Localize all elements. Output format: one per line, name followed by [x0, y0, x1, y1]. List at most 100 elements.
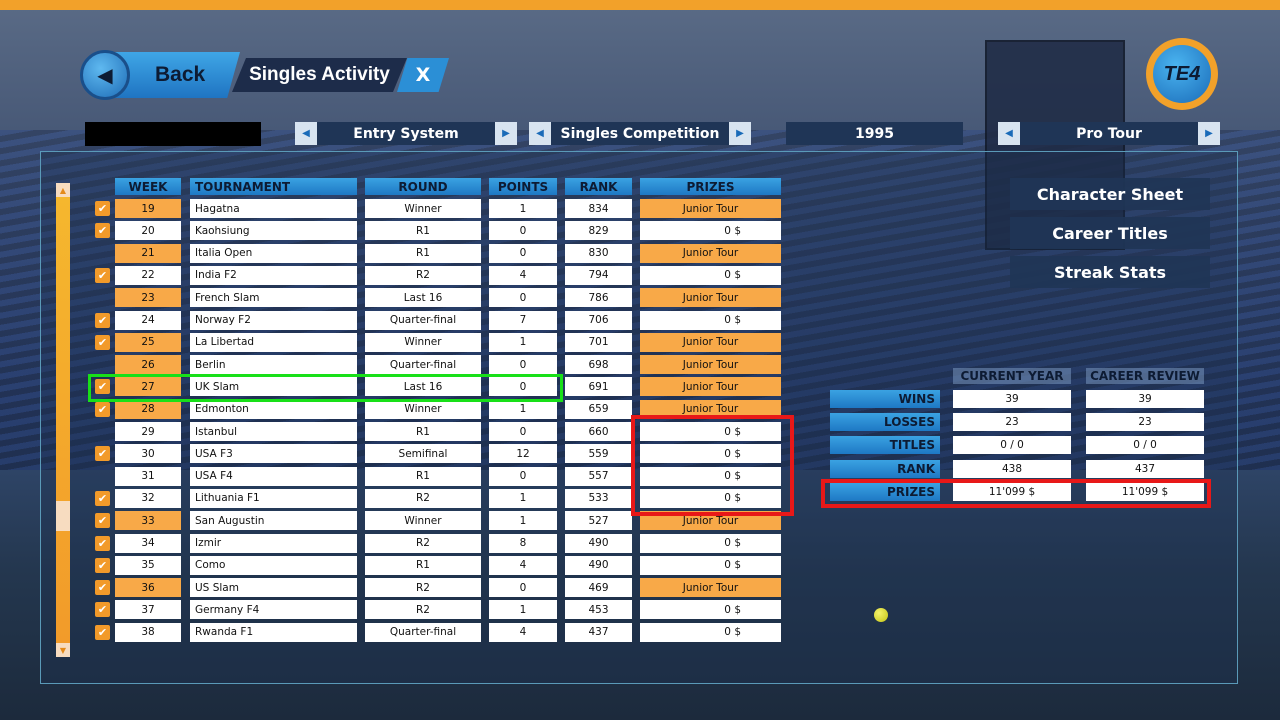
table-row[interactable]: ✔ 36 US Slam R2 0 469 Junior Tour [0, 578, 800, 598]
tour-prev-arrow-icon[interactable]: ◀ [998, 122, 1020, 145]
rank-cell: 437 [565, 622, 632, 642]
checkmark-icon[interactable]: ✔ [95, 446, 110, 462]
prize-cell: Junior Tour [640, 199, 781, 218]
points-cell: 1 [489, 399, 557, 419]
points-cell: 0 [489, 221, 557, 241]
checkmark-icon[interactable]: ✔ [95, 223, 110, 239]
checkmark-icon[interactable]: ✔ [95, 267, 110, 283]
checkmark-icon[interactable]: ✔ [95, 201, 110, 216]
points-cell: 4 [489, 622, 557, 642]
table-row[interactable]: ✔ 28 Edmonton Winner 1 659 Junior Tour [0, 399, 800, 419]
table-row[interactable]: ✔ 37 Germany F4 R2 1 453 0 $ [0, 600, 800, 620]
points-cell: 0 [489, 243, 557, 263]
points-cell: 4 [489, 555, 557, 575]
round-cell: Quarter-final [365, 355, 481, 375]
table-row[interactable]: 23 French Slam Last 16 0 786 Junior Tour [0, 288, 800, 308]
points-cell: 1 [489, 511, 557, 531]
entry-system-next-arrow-icon[interactable]: ▶ [495, 122, 517, 145]
character-sheet-button[interactable]: Character Sheet [1010, 178, 1210, 210]
points-cell: 0 [489, 288, 557, 308]
table-row[interactable]: ✔ 33 San Augustin Winner 1 527 Junior Tour [0, 511, 800, 531]
table-row[interactable]: ✔ 20 Kaohsiung R1 0 829 0 $ [0, 221, 800, 241]
scroll-thumb[interactable] [56, 501, 70, 531]
checkmark-icon[interactable]: ✔ [95, 624, 110, 640]
round-cell: R1 [365, 422, 481, 441]
tournament-cell: Edmonton [190, 399, 357, 419]
competition-prev-arrow-icon[interactable]: ◀ [529, 122, 551, 145]
stat-label-rank: RANK [830, 459, 940, 478]
back-button-label[interactable]: Back [155, 63, 206, 86]
scroll-track[interactable] [56, 183, 70, 657]
prize-cell: 0 $ [640, 600, 781, 620]
round-cell: R2 [365, 488, 481, 508]
table-row[interactable]: ✔ 30 USA F3 Semifinal 12 559 0 $ [0, 444, 800, 464]
table-row[interactable]: ✔ 19 Hagatna Winner 1 834 Junior Tour [0, 199, 800, 218]
stat-current-rank: 438 [953, 459, 1071, 478]
stat-label-losses: LOSSES [830, 413, 940, 432]
tournament-cell: USA F4 [190, 466, 357, 486]
rank-cell: 794 [565, 265, 632, 285]
column-header-round: ROUND [365, 178, 481, 195]
table-row[interactable]: ✔ 24 Norway F2 Quarter-final 7 706 0 $ [0, 310, 800, 330]
checkmark-icon[interactable]: ✔ [95, 490, 110, 506]
table-row[interactable]: ✔ 34 Izmir R2 8 490 0 $ [0, 533, 800, 553]
week-cell: 38 [115, 622, 181, 642]
checkmark-icon[interactable]: ✔ [95, 535, 110, 551]
stat-career-wins: 39 [1086, 390, 1204, 408]
competition-next-arrow-icon[interactable]: ▶ [729, 122, 751, 145]
checkmark-icon[interactable]: ✔ [95, 580, 110, 596]
checkmark-icon[interactable]: ✔ [95, 513, 110, 529]
week-cell: 32 [115, 488, 181, 508]
week-cell: 20 [115, 221, 181, 241]
tour-next-arrow-icon[interactable]: ▶ [1198, 122, 1220, 145]
round-cell: R1 [365, 466, 481, 486]
week-cell: 19 [115, 199, 181, 218]
tournament-cell: Lithuania F1 [190, 488, 357, 508]
prize-cell: Junior Tour [640, 399, 781, 419]
back-arrow-icon[interactable]: ◀ [80, 50, 130, 100]
table-row[interactable]: 26 Berlin Quarter-final 0 698 Junior Tour [0, 355, 800, 375]
round-cell: R2 [365, 600, 481, 620]
column-header-points: POINTS [489, 178, 557, 195]
week-cell: 23 [115, 288, 181, 308]
prize-cell: 0 $ [640, 533, 781, 553]
table-row[interactable]: 31 USA F4 R1 0 557 0 $ [0, 466, 800, 486]
streak-stats-button[interactable]: Streak Stats [1010, 256, 1210, 288]
round-cell: Quarter-final [365, 622, 481, 642]
scoreboard-background [985, 40, 1125, 250]
points-cell: 0 [489, 355, 557, 375]
prize-cell: Junior Tour [640, 243, 781, 263]
table-row[interactable]: ✔ 27 UK Slam Last 16 0 691 Junior Tour [0, 377, 800, 397]
table-row[interactable]: ✔ 22 India F2 R2 4 794 0 $ [0, 265, 800, 285]
prize-cell: Junior Tour [640, 355, 781, 375]
checkmark-icon[interactable]: ✔ [95, 379, 110, 395]
table-scrollbar[interactable]: ▲ ▼ [56, 183, 70, 657]
points-cell: 1 [489, 600, 557, 620]
table-row[interactable]: ✔ 38 Rwanda F1 Quarter-final 4 437 0 $ [0, 622, 800, 642]
scroll-up-arrow-icon[interactable]: ▲ [56, 183, 70, 197]
year-display: 1995 [786, 122, 963, 145]
redacted-name-box [85, 122, 261, 146]
table-row[interactable]: 29 Istanbul R1 0 660 0 $ [0, 422, 800, 441]
table-row[interactable]: ✔ 35 Como R1 4 490 0 $ [0, 555, 800, 575]
entry-system-prev-arrow-icon[interactable]: ◀ [295, 122, 317, 145]
scroll-down-arrow-icon[interactable]: ▼ [56, 643, 70, 657]
entry-system-selector: ◀ Entry System ▶ [295, 122, 517, 145]
table-row[interactable]: 21 Italia Open R1 0 830 Junior Tour [0, 243, 800, 263]
tournament-cell: India F2 [190, 265, 357, 285]
checkmark-icon[interactable]: ✔ [95, 334, 110, 350]
week-cell: 30 [115, 444, 181, 464]
table-row[interactable]: ✔ 32 Lithuania F1 R2 1 533 0 $ [0, 488, 800, 508]
prize-cell: 0 $ [640, 221, 781, 241]
week-cell: 21 [115, 243, 181, 263]
prize-cell: 0 $ [640, 555, 781, 575]
checkmark-icon[interactable]: ✔ [95, 401, 110, 417]
checkmark-icon[interactable]: ✔ [95, 557, 110, 573]
stats-header-current-year: CURRENT YEAR [953, 368, 1071, 384]
table-row[interactable]: ✔ 25 La Libertad Winner 1 701 Junior Tour [0, 332, 800, 352]
checkmark-icon[interactable]: ✔ [95, 602, 110, 618]
stat-current-prizes: 11'099 $ [953, 482, 1071, 501]
career-titles-button[interactable]: Career Titles [1010, 217, 1210, 249]
competition-label: Singles Competition [551, 122, 729, 145]
checkmark-icon[interactable]: ✔ [95, 312, 110, 328]
